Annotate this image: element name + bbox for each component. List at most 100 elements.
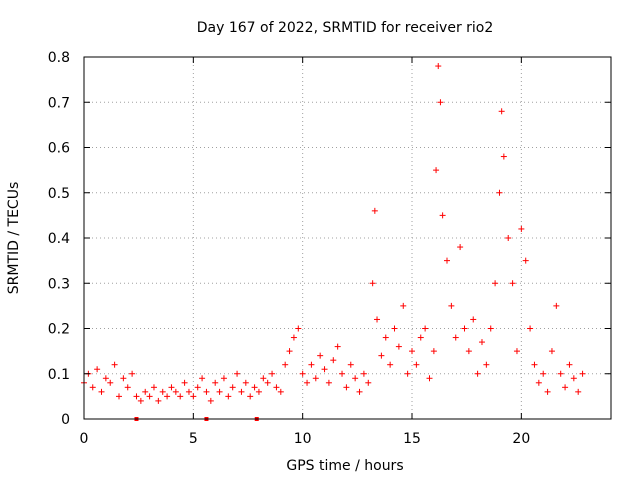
x-tick-label: 20 — [512, 431, 530, 447]
data-point — [433, 167, 440, 174]
data-point — [544, 388, 551, 395]
data-point — [295, 325, 302, 332]
data-point — [238, 388, 245, 395]
data-point — [470, 316, 477, 323]
data-point — [566, 361, 573, 368]
data-point — [409, 348, 416, 355]
data-point — [557, 370, 564, 377]
x-tick-label: 0 — [80, 431, 89, 447]
data-point — [159, 388, 166, 395]
data-point — [299, 370, 306, 377]
data-point — [129, 370, 136, 377]
data-point — [264, 379, 271, 386]
data-point — [509, 280, 516, 287]
data-point — [461, 325, 468, 332]
data-point — [330, 357, 337, 364]
data-points — [81, 63, 586, 421]
data-point — [282, 361, 289, 368]
data-point — [492, 280, 499, 287]
data-point — [369, 280, 376, 287]
data-point — [352, 375, 359, 382]
x-tick-label: 10 — [294, 431, 312, 447]
y-tick-label: 0.1 — [48, 367, 70, 383]
data-point — [496, 189, 503, 196]
data-point — [133, 393, 140, 400]
data-point — [498, 108, 505, 115]
y-tick-label: 0.2 — [48, 322, 70, 338]
y-tick-label: 0.5 — [48, 186, 70, 202]
data-point — [220, 375, 227, 382]
data-point — [518, 225, 525, 232]
data-point — [212, 379, 219, 386]
chart-title: Day 167 of 2022, SRMTID for receiver rio… — [197, 20, 494, 36]
data-point — [439, 212, 446, 219]
y-tick-label: 0.3 — [48, 276, 70, 292]
data-point — [387, 361, 394, 368]
data-point — [465, 348, 472, 355]
data-point — [194, 384, 201, 391]
data-point — [168, 384, 175, 391]
data-point — [290, 334, 297, 341]
data-point — [269, 370, 276, 377]
data-point — [325, 379, 332, 386]
data-point — [448, 302, 455, 309]
data-point — [548, 348, 555, 355]
data-point — [527, 325, 534, 332]
data-point — [286, 348, 293, 355]
data-point — [417, 334, 424, 341]
data-point — [111, 361, 118, 368]
data-point — [452, 334, 459, 341]
data-point — [483, 361, 490, 368]
data-point — [146, 393, 153, 400]
data-point — [242, 379, 249, 386]
data-point — [308, 361, 315, 368]
data-point — [540, 370, 547, 377]
data-point — [199, 375, 206, 382]
data-point — [371, 207, 378, 214]
data-point — [321, 366, 328, 373]
data-point — [522, 257, 529, 264]
data-point — [172, 388, 179, 395]
data-point — [513, 348, 520, 355]
data-point — [535, 379, 542, 386]
data-point — [177, 393, 184, 400]
data-point — [142, 388, 149, 395]
data-point — [190, 393, 197, 400]
data-point — [102, 375, 109, 382]
data-point — [500, 153, 507, 160]
data-point — [382, 334, 389, 341]
data-point — [164, 393, 171, 400]
data-point — [251, 384, 258, 391]
x-tick-label: 15 — [403, 431, 421, 447]
y-tick-label: 0.6 — [48, 141, 70, 157]
data-point — [457, 244, 464, 251]
data-point — [225, 393, 232, 400]
data-point — [553, 302, 560, 309]
data-point — [435, 63, 442, 70]
data-point — [137, 397, 144, 404]
data-point — [107, 379, 114, 386]
y-axis-label: SRMTID / TECUs — [6, 182, 22, 295]
grid — [84, 57, 611, 419]
data-point — [400, 302, 407, 309]
data-point — [487, 325, 494, 332]
data-point — [437, 99, 444, 106]
data-point — [430, 348, 437, 355]
data-point — [98, 388, 105, 395]
axis-ticks: 0 0.1 0.2 0.3 0.4 0.5 0.6 0.7 0.8 0 5 10 15 20 — [48, 50, 611, 447]
y-tick-label: 0.7 — [48, 95, 70, 111]
data-point — [234, 370, 241, 377]
data-point — [575, 388, 582, 395]
data-point — [247, 393, 254, 400]
data-point — [478, 339, 485, 346]
data-point — [404, 370, 411, 377]
data-point — [339, 370, 346, 377]
data-point — [273, 384, 280, 391]
data-point — [579, 370, 586, 377]
data-point — [317, 352, 324, 359]
y-tick-label: 0.4 — [48, 231, 70, 247]
data-point — [277, 388, 284, 395]
data-point — [115, 393, 122, 400]
data-point — [203, 388, 210, 395]
